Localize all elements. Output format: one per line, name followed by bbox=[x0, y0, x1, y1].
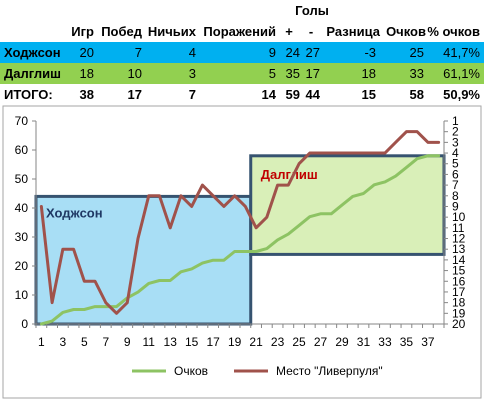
cell: 17 bbox=[305, 66, 320, 81]
x-tick-label: 3 bbox=[59, 335, 66, 349]
goals-group-header: Голы bbox=[295, 3, 329, 18]
y-left-tick-label: 10 bbox=[15, 288, 29, 302]
y-right-tick-label: 9 bbox=[452, 199, 459, 213]
series-line-1 bbox=[39, 154, 441, 326]
header-goals-against: - bbox=[308, 24, 314, 39]
y-right-tick-label: 13 bbox=[452, 242, 466, 256]
x-tick-label: 29 bbox=[335, 335, 349, 349]
x-tick-label: 11 bbox=[143, 335, 156, 349]
x-tick-label: 5 bbox=[81, 335, 88, 349]
header-difference: Разница bbox=[326, 24, 380, 39]
y-right-tick-label: 8 bbox=[452, 189, 459, 203]
cell: 18 bbox=[79, 66, 94, 81]
x-tick-label: 25 bbox=[292, 335, 306, 349]
row-name: ИТОГО: bbox=[4, 87, 53, 102]
table-row-total: ИТОГО: 38 17 7 14 59 44 15 58 50,9% bbox=[0, 84, 484, 105]
x-tick-label: 19 bbox=[228, 335, 242, 349]
cell: 38 bbox=[79, 87, 94, 102]
row-name: Далглиш bbox=[4, 66, 61, 81]
row-name: Ходжсон bbox=[4, 45, 61, 60]
cell: 7 bbox=[134, 45, 142, 60]
cell: 15 bbox=[361, 87, 376, 102]
y-right-tick-label: 7 bbox=[452, 178, 459, 192]
y-left-tick-label: 50 bbox=[15, 172, 29, 186]
x-tick-label: 13 bbox=[164, 335, 178, 349]
cell: 25 bbox=[409, 45, 424, 60]
y-right-tick-label: 5 bbox=[452, 157, 459, 171]
y-right-tick-label: 3 bbox=[452, 135, 459, 149]
y-right-tick-label: 1 bbox=[452, 114, 459, 128]
cell: 33 bbox=[409, 66, 424, 81]
y-left-tick-label: 30 bbox=[15, 230, 29, 244]
y-right-tick-label: 2 bbox=[452, 125, 459, 139]
x-tick-label: 27 bbox=[314, 335, 328, 349]
header-losses: Поражений bbox=[203, 24, 276, 39]
y-right-tick-label: 11 bbox=[452, 221, 465, 235]
legend-label-1: Очков bbox=[174, 364, 208, 378]
x-tick-label: 1 bbox=[38, 335, 45, 349]
y-right-tick-label: 19 bbox=[452, 306, 466, 320]
header-wins: Побед bbox=[101, 24, 142, 39]
cell: 4 bbox=[188, 45, 196, 60]
legend-label-2: Место "Ливерпуля" bbox=[276, 364, 383, 378]
header-goals-for: + bbox=[285, 24, 293, 39]
y-right-tick-label: 17 bbox=[452, 285, 466, 299]
cell: 24 bbox=[285, 45, 300, 60]
y-left-tick-label: 60 bbox=[15, 143, 29, 157]
table-row-hodgson: Ходжсон 20 7 4 9 24 27 -3 25 41,7% bbox=[0, 42, 484, 63]
table-row-dalglish: Далглиш 18 10 3 5 35 17 18 33 61,1% bbox=[0, 63, 484, 84]
cell: -3 bbox=[364, 45, 376, 60]
y-right-tick-label: 20 bbox=[452, 317, 466, 331]
cell: 3 bbox=[188, 66, 196, 81]
cell: 58 bbox=[409, 87, 424, 102]
x-tick-label: 33 bbox=[378, 335, 392, 349]
table-group-header-row: Голы bbox=[0, 0, 484, 21]
y-right-tick-label: 16 bbox=[452, 274, 466, 288]
x-tick-label: 21 bbox=[249, 335, 263, 349]
annotation-label: Далглиш bbox=[261, 167, 318, 182]
y-right-tick-label: 15 bbox=[452, 264, 466, 278]
cell: 44 bbox=[305, 87, 320, 102]
cell: 10 bbox=[127, 66, 142, 81]
x-tick-label: 37 bbox=[421, 335, 435, 349]
y-right-tick-label: 12 bbox=[452, 232, 466, 246]
x-tick-label: 15 bbox=[185, 335, 199, 349]
cell: 35 bbox=[285, 66, 300, 81]
y-left-tick-label: 70 bbox=[15, 114, 29, 128]
cell: 20 bbox=[79, 45, 94, 60]
series-line-2 bbox=[39, 130, 441, 315]
header-points-percent: % очков bbox=[427, 24, 480, 39]
x-tick-label: 17 bbox=[206, 335, 220, 349]
annotation-label: Ходжсон bbox=[46, 205, 103, 220]
y-left-tick-label: 20 bbox=[15, 259, 29, 273]
cell: 14 bbox=[261, 87, 276, 102]
x-tick-label: 23 bbox=[271, 335, 285, 349]
header-games: Игр bbox=[71, 24, 94, 39]
y-right-tick-label: 6 bbox=[452, 167, 459, 181]
cell: 59 bbox=[285, 87, 300, 102]
header-draws: Ничьих bbox=[147, 24, 196, 39]
cell: 5 bbox=[268, 66, 276, 81]
cell: 50,9% bbox=[443, 87, 480, 102]
x-tick-label: 31 bbox=[357, 335, 371, 349]
y-right-tick-label: 18 bbox=[452, 296, 466, 310]
y-right-tick-label: 10 bbox=[452, 210, 466, 224]
y-right-tick-label: 14 bbox=[452, 253, 466, 267]
cell: 17 bbox=[127, 87, 142, 102]
cell: 9 bbox=[268, 45, 276, 60]
cell: 41,7% bbox=[443, 45, 480, 60]
x-tick-label: 35 bbox=[400, 335, 414, 349]
x-tick-label: 9 bbox=[124, 335, 131, 349]
x-tick-label: 7 bbox=[102, 335, 109, 349]
cell: 27 bbox=[305, 45, 320, 60]
header-points: Очков bbox=[386, 24, 426, 39]
y-left-tick-label: 0 bbox=[21, 317, 28, 331]
y-right-tick-label: 4 bbox=[452, 146, 459, 160]
cell: 7 bbox=[188, 87, 196, 102]
y-left-tick-label: 40 bbox=[15, 201, 29, 215]
table-header-row: Игр Побед Ничьих Поражений + - Разница О… bbox=[0, 21, 484, 42]
cell: 18 bbox=[361, 66, 376, 81]
cell: 61,1% bbox=[443, 66, 480, 81]
